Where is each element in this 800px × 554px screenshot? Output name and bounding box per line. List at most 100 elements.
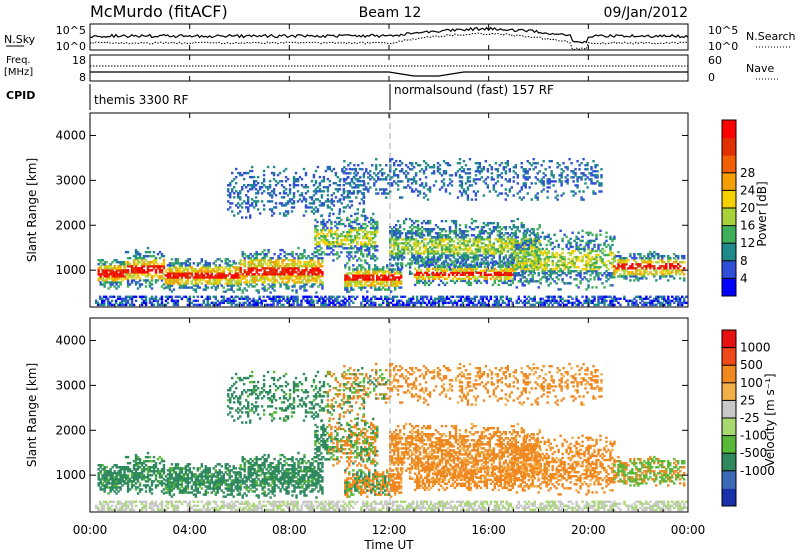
- heatmap-cell: [295, 271, 298, 274]
- heatmap-cell: [164, 274, 168, 277]
- heatmap-cell: [113, 279, 116, 282]
- heatmap-cell: [156, 263, 160, 266]
- heatmap-cell: [437, 283, 441, 287]
- heatmap-cell: [611, 284, 614, 287]
- heatmap-cell: [321, 256, 324, 260]
- heatmap-cell: [402, 228, 406, 231]
- heatmap-cell: [398, 256, 402, 259]
- heatmap-cell: [128, 256, 132, 260]
- heatmap-cell: [374, 230, 377, 234]
- heatmap-cell: [309, 265, 312, 268]
- heatmap-cell: [314, 226, 317, 230]
- heatmap-cell: [352, 288, 355, 291]
- heatmap-cell: [216, 274, 219, 277]
- heatmap-cell: [123, 263, 126, 266]
- heatmap-cell: [424, 194, 428, 197]
- heatmap-cell: [109, 269, 112, 272]
- heatmap-cell: [394, 252, 398, 255]
- heatmap-cell: [324, 236, 327, 240]
- heatmap-cell: [549, 282, 552, 285]
- heatmap-cell: [314, 243, 317, 246]
- heatmap-cell: [392, 246, 396, 249]
- heatmap-cell: [482, 194, 486, 197]
- heatmap-cell: [212, 276, 215, 279]
- heatmap-cell: [117, 277, 120, 280]
- heatmap-cell: [184, 266, 188, 269]
- heatmap-cell: [115, 258, 118, 262]
- heatmap-cell: [334, 253, 337, 256]
- heatmap-cell: [360, 224, 363, 228]
- heatmap-cell: [250, 165, 254, 169]
- heatmap-cell: [534, 166, 537, 169]
- heatmap-cell: [146, 269, 150, 272]
- heatmap-cell: [267, 277, 270, 280]
- heatmap-cell: [368, 264, 371, 267]
- heatmap-cell: [148, 269, 152, 272]
- heatmap-cell: [605, 235, 608, 239]
- heatmap-cell: [294, 171, 298, 175]
- heatmap-cell: [180, 270, 184, 273]
- heatmap-cell: [364, 274, 367, 277]
- heatmap-cell: [364, 282, 367, 285]
- heatmap-cell: [194, 274, 198, 277]
- heatmap-cell: [200, 274, 204, 277]
- heatmap-cell: [426, 221, 430, 225]
- heatmap-cell: [322, 218, 325, 222]
- heatmap-cell: [241, 252, 244, 256]
- heatmap-cell: [259, 258, 262, 262]
- heatmap-cell: [230, 274, 233, 277]
- heatmap-cell: [307, 271, 310, 274]
- heatmap-cell: [356, 212, 360, 215]
- heatmap-cell: [272, 212, 276, 215]
- heatmap-cell: [362, 200, 365, 203]
- heatmap-cell: [374, 259, 377, 262]
- heatmap-cell: [178, 282, 182, 285]
- heatmap-cell: [144, 263, 148, 266]
- heatmap-cell: [271, 281, 274, 284]
- heatmap-cell: [123, 267, 126, 270]
- heatmap-cell: [408, 264, 412, 267]
- heatmap-cell: [158, 267, 162, 270]
- heatmap-cell: [190, 282, 194, 285]
- heatmap-cell: [537, 272, 540, 275]
- heatmap-cell: [214, 278, 217, 281]
- heatmap-cell: [126, 250, 130, 254]
- heatmap-cell: [395, 264, 399, 267]
- heatmap-cell: [146, 250, 150, 254]
- heatmap-cell: [344, 243, 347, 246]
- heatmap-cell: [166, 284, 170, 287]
- heatmap-cell: [354, 239, 357, 242]
- heatmap-cell: [283, 265, 286, 268]
- heatmap-cell: [99, 265, 102, 268]
- heatmap-cell: [315, 273, 318, 276]
- heatmap-cell: [307, 254, 310, 258]
- heatmap-cell: [324, 241, 327, 244]
- heatmap-cell: [182, 282, 186, 285]
- heatmap-cell: [384, 288, 387, 291]
- heatmap-cell: [376, 222, 379, 226]
- heatmap-cell: [239, 279, 242, 282]
- heatmap-cell: [584, 182, 587, 185]
- heatmap-cell: [126, 275, 130, 278]
- heatmap-cell: [132, 275, 136, 278]
- heatmap-cell: [307, 281, 310, 284]
- freq-left-tick-bottom: 8: [79, 71, 86, 84]
- heatmap-cell: [400, 254, 404, 257]
- heatmap-cell: [424, 228, 428, 231]
- heatmap-cell: [150, 279, 154, 282]
- heatmap-cell: [168, 278, 172, 281]
- heatmap-cell: [346, 236, 349, 240]
- heatmap-cell: [101, 263, 104, 266]
- heatmap-cell: [300, 192, 304, 195]
- heatmap-cell: [198, 280, 202, 283]
- heatmap-cell: [142, 279, 146, 282]
- heatmap-cell: [236, 274, 239, 277]
- heatmap-cell: [496, 180, 500, 183]
- heatmap-cell: [399, 268, 403, 271]
- heatmap-cell: [251, 269, 254, 272]
- heatmap-cell: [253, 277, 256, 280]
- heatmap-cell: [392, 252, 396, 255]
- heatmap-cell: [340, 251, 343, 254]
- heatmap-cell: [126, 271, 130, 274]
- heatmap-cell: [344, 266, 347, 269]
